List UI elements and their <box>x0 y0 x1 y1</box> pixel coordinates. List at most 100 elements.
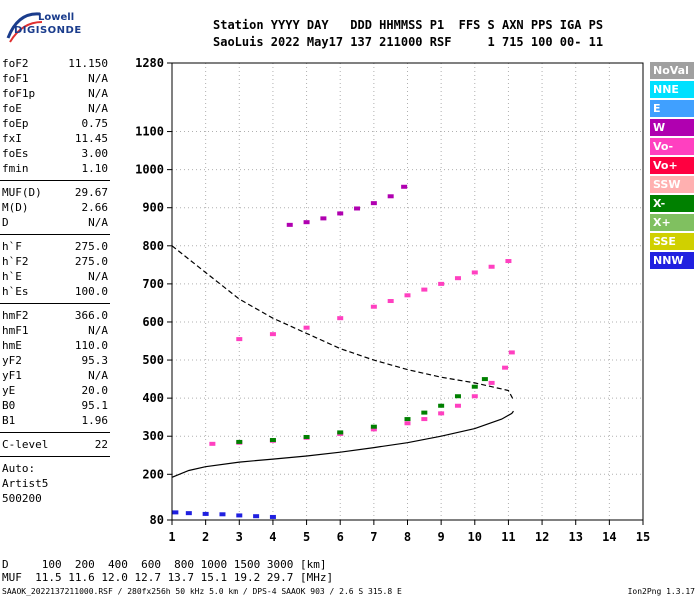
y-tick-label: 800 <box>142 239 164 253</box>
param-row: h`E N/A <box>0 270 110 285</box>
param-text: Artist5 <box>2 477 49 490</box>
param-label: hmF2 <box>2 309 29 322</box>
param-separator <box>0 303 110 306</box>
legend-item-e: E <box>650 100 694 117</box>
param-label: h`F <box>2 240 22 253</box>
param-label: h`Es <box>2 285 29 298</box>
y-tick-label: 600 <box>142 315 164 329</box>
y-tick-label: 300 <box>142 429 164 443</box>
data-point <box>337 430 344 435</box>
param-row: B1 1.96 <box>0 414 110 429</box>
param-row: yE 20.0 <box>0 384 110 399</box>
x-tick-label: 2 <box>202 530 209 544</box>
data-point <box>236 513 243 518</box>
muf-distance-row: D 100 200 400 600 800 1000 1500 3000 [km… <box>2 558 327 571</box>
param-row: fmin 1.10 <box>0 162 110 177</box>
data-point <box>401 184 408 189</box>
legend-item-nne: NNE <box>650 81 694 98</box>
param-row: hmF1 N/A <box>0 324 110 339</box>
param-value: 275.0 <box>74 240 108 253</box>
logo-swoosh-icon <box>6 12 43 43</box>
param-row: foF1p N/A <box>0 87 110 102</box>
param-value: N/A <box>88 216 108 229</box>
param-label: M(D) <box>2 201 29 214</box>
parameters-panel: foF2 11.150 foF1 N/A foF1p N/A foE N/A foEp 0.75 f… <box>0 57 110 507</box>
data-point <box>471 270 478 275</box>
data-point <box>488 264 495 269</box>
data-point <box>421 417 428 422</box>
data-point <box>471 394 478 399</box>
data-point <box>404 421 411 426</box>
data-point <box>404 417 411 422</box>
y-tick-label: 900 <box>142 201 164 215</box>
data-point <box>253 514 260 519</box>
param-label: foF1p <box>2 87 36 100</box>
param-row: h`Es 100.0 <box>0 285 110 300</box>
param-row: yF1 N/A <box>0 369 110 384</box>
param-label: yE <box>2 384 16 397</box>
data-point <box>185 511 192 516</box>
param-value: 0.75 <box>81 117 109 130</box>
data-point <box>286 222 293 227</box>
x-tick-label: 3 <box>236 530 243 544</box>
data-point <box>303 434 310 439</box>
data-point <box>354 206 361 211</box>
data-point <box>404 293 411 298</box>
param-row: M(D) 2.66 <box>0 201 110 216</box>
x-tick-label: 5 <box>303 530 310 544</box>
x-tick-label: 11 <box>501 530 515 544</box>
param-label: foF1 <box>2 72 29 85</box>
param-value: 1.96 <box>81 414 109 427</box>
param-row: h`F 275.0 <box>0 240 110 255</box>
data-point <box>454 276 461 281</box>
param-row: foEp 0.75 <box>0 117 110 132</box>
param-separator <box>0 432 110 435</box>
param-label: MUF(D) <box>2 186 42 199</box>
param-value: 100.0 <box>74 285 108 298</box>
param-value: N/A <box>88 324 108 337</box>
param-value: 1.10 <box>81 162 109 175</box>
param-label: fxI <box>2 132 22 145</box>
y-tick-label: 400 <box>142 391 164 405</box>
x-tick-label: 10 <box>468 530 482 544</box>
data-point <box>421 410 428 415</box>
x-tick-label: 13 <box>568 530 582 544</box>
param-label: foF2 <box>2 57 29 70</box>
data-point <box>269 514 276 519</box>
param-separator <box>0 456 110 459</box>
profile-top-dashed-line <box>171 245 515 401</box>
param-value: N/A <box>88 369 108 382</box>
y-tick-label: 200 <box>142 467 164 481</box>
data-point <box>421 287 428 292</box>
param-row: C-level 22 <box>0 438 110 453</box>
param-row: foF1 N/A <box>0 72 110 87</box>
x-tick-label: 14 <box>602 530 616 544</box>
y-tick-label: 1100 <box>135 125 164 139</box>
param-separator <box>0 234 110 237</box>
legend-panel: NoVal NNE E W Vo- Vo+ SSW X- X+ SSE NNW <box>650 62 694 271</box>
data-point <box>236 337 243 342</box>
param-value: 22 <box>94 438 108 451</box>
profile-line <box>171 410 514 478</box>
y-tick-label: 1280 <box>135 56 164 70</box>
data-point <box>481 377 488 382</box>
data-point <box>438 411 445 416</box>
data-point <box>387 299 394 304</box>
param-value: 95.1 <box>81 399 109 412</box>
param-row: MUF(D) 29.67 <box>0 186 110 201</box>
param-row: foE N/A <box>0 102 110 117</box>
logo-text-top: Lowell <box>38 12 75 23</box>
data-point <box>508 350 515 355</box>
x-tick-label: 1 <box>168 530 175 544</box>
footer-file-info: SAAOK_2022137211000.RSF / 280fx256h 50 k… <box>2 587 402 596</box>
legend-item-x: X+ <box>650 214 694 231</box>
y-tick-label: 500 <box>142 353 164 367</box>
data-point <box>236 439 243 444</box>
param-row: hmF2 366.0 <box>0 309 110 324</box>
data-point <box>209 441 216 446</box>
data-point <box>269 332 276 337</box>
x-tick-label: 12 <box>535 530 549 544</box>
footer-version: Ion2Png 1.3.17 <box>627 587 695 596</box>
legend-item-ssw: SSW <box>650 176 694 193</box>
param-row: B0 95.1 <box>0 399 110 414</box>
